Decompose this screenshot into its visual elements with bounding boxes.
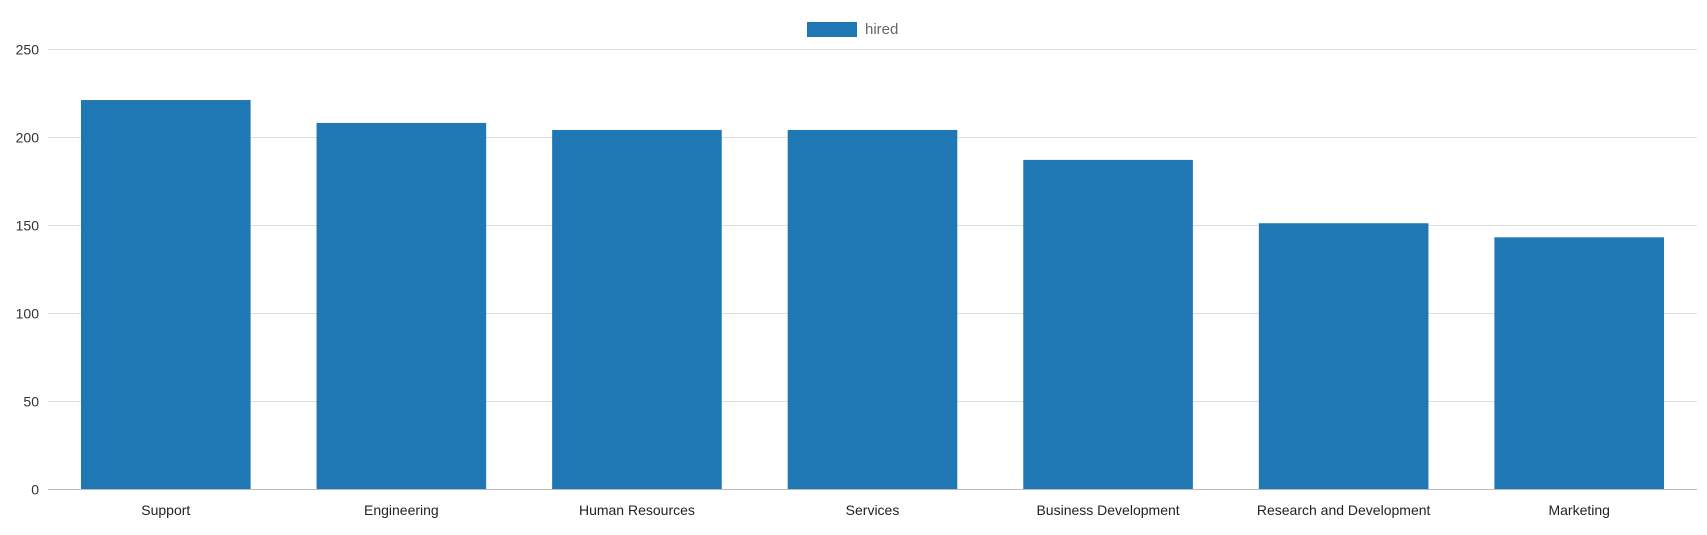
x-tick-label: Business Development (1036, 502, 1179, 518)
y-tick-label: 0 (31, 482, 39, 498)
y-tick-label: 250 (16, 42, 40, 58)
legend: hired (807, 21, 898, 38)
bars (80, 100, 1665, 490)
x-tick-label: Engineering (364, 502, 439, 518)
bar[interactable] (1258, 223, 1429, 490)
y-tick-label: 150 (16, 218, 40, 234)
y-tick-label: 100 (16, 306, 40, 322)
bar[interactable] (1023, 159, 1193, 489)
x-tick-label: Services (846, 502, 900, 518)
x-tick-label: Marketing (1548, 502, 1609, 518)
bar[interactable] (316, 122, 487, 490)
bar[interactable] (1494, 237, 1665, 489)
x-tick-label: Research and Development (1257, 502, 1431, 518)
y-axis: 0 50 100 150 200 250 (16, 42, 40, 498)
bar[interactable] (552, 129, 722, 489)
bar[interactable] (80, 100, 251, 489)
legend-label-hired: hired (865, 21, 898, 38)
x-tick-label: Support (141, 502, 190, 518)
x-axis: Support Engineering Human Resources Service… (141, 502, 1610, 518)
y-tick-label: 50 (23, 394, 39, 410)
bar[interactable] (787, 129, 958, 489)
x-tick-label: Human Resources (579, 502, 695, 518)
y-tick-label: 200 (16, 130, 40, 146)
legend-swatch-hired (807, 22, 857, 37)
